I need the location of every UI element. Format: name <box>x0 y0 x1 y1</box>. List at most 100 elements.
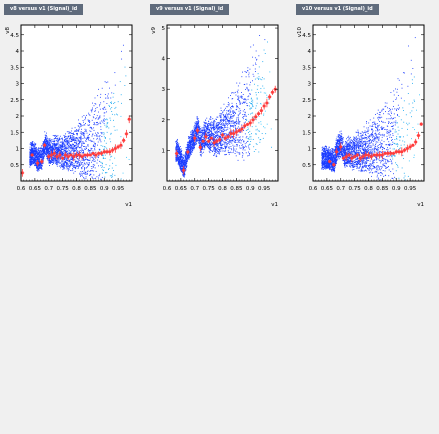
y-tick-label: 4.5 <box>302 33 311 39</box>
profile-point <box>256 111 261 117</box>
profile-point <box>270 89 275 95</box>
x-tick-label: 0.8 <box>364 186 373 192</box>
profile-point <box>52 149 57 158</box>
profile-point <box>411 143 415 147</box>
y-tick-label: 4 <box>16 49 20 55</box>
profile-point <box>254 113 258 120</box>
profile-point <box>413 138 418 146</box>
profile-point <box>94 151 98 159</box>
y-tick-label: 3.5 <box>302 65 311 71</box>
profile-point <box>220 132 225 138</box>
profile-point <box>60 156 65 161</box>
profile-point <box>240 125 244 133</box>
profile-point <box>234 128 239 136</box>
x-tick-label: 0.6 <box>309 186 318 192</box>
y-tick-label: 1 <box>16 147 20 153</box>
profile-point <box>391 151 396 156</box>
x-axis-label: v1 <box>271 202 278 208</box>
profile-point <box>355 153 360 157</box>
profile-point <box>186 149 190 155</box>
profile-point <box>332 162 336 167</box>
density-cloud <box>321 37 420 181</box>
x-tick-label: 0.95 <box>112 186 125 192</box>
profile-point <box>108 148 112 156</box>
chart-svg-v8: 0.6 0.65 0.7 0.75 0.8 0.85 0.9 0.95 0.5 1 1.5 2 2.5 3… <box>5 24 133 208</box>
chart-panel-v9: 0.6 0.65 0.7 0.75 0.8 0.85 0.9 0.95 1 2 3 4 5 v1 v9 v9… <box>146 0 292 214</box>
profile-point <box>405 144 410 153</box>
profile-point <box>49 150 54 160</box>
x-tick-label: 0.75 <box>203 186 216 192</box>
profile-point <box>116 144 120 150</box>
chart-svg-v9: 0.6 0.65 0.7 0.75 0.8 0.85 0.9 0.95 1 2 3 4 5 v1 v9 <box>151 24 279 208</box>
profile-point <box>88 153 93 157</box>
y-tick-label: 3.5 <box>10 65 19 71</box>
profile-point <box>251 116 255 124</box>
profile-point <box>361 153 365 161</box>
x-tick-label: 0.75 <box>57 186 70 192</box>
profile-point <box>69 153 73 157</box>
profile-point <box>91 151 95 155</box>
profile-point <box>46 153 51 160</box>
profile-point <box>338 142 343 152</box>
profile-point <box>419 122 424 126</box>
profile-point <box>400 147 404 157</box>
x-tick-label: 0.9 <box>100 186 109 192</box>
profile-point <box>71 152 76 162</box>
y-tick-label: 2.5 <box>302 98 311 104</box>
y-tick-label: 1.5 <box>302 130 311 136</box>
x-tick-label: 0.65 <box>29 186 42 192</box>
profile-point <box>181 166 186 175</box>
y-tick-label: 2 <box>16 114 20 120</box>
y-tick-label: 2 <box>308 114 312 120</box>
profile-point <box>334 147 339 156</box>
y-tick-label: 1 <box>162 148 166 154</box>
x-tick-label: 0.95 <box>404 186 417 192</box>
y-tick-label: 4 <box>308 49 312 55</box>
profile-point <box>242 123 247 129</box>
profile-point <box>80 153 84 160</box>
profile-point <box>358 154 362 162</box>
x-tick-label: 0.85 <box>84 186 97 192</box>
x-tick-label: 0.85 <box>376 186 389 192</box>
profile-point <box>217 137 222 143</box>
x-tick-label: 0.65 <box>321 186 334 192</box>
profile-point <box>223 135 228 141</box>
x-tick-label: 0.95 <box>258 186 271 192</box>
profile-point <box>121 137 126 144</box>
profile-point <box>265 98 269 108</box>
x-tick-label: 0.6 <box>17 186 26 192</box>
profile-point <box>204 132 208 141</box>
y-axis-label: v9 <box>151 27 157 34</box>
profile-point <box>350 154 354 163</box>
x-tick-label: 0.65 <box>175 186 188 192</box>
x-tick-label: 0.85 <box>230 186 243 192</box>
profile-point <box>231 129 236 138</box>
profile-point <box>206 139 211 143</box>
profile-point <box>66 153 70 160</box>
profile-point <box>209 136 214 140</box>
profile-point <box>195 127 200 134</box>
chart-svg-v10: 0.6 0.65 0.7 0.75 0.8 0.85 0.9 0.95 0.5 1 1.5 2 2.5 3… <box>297 24 425 208</box>
chart-title-v10: v10 versus v1 (Signal)_id <box>296 4 379 15</box>
x-axis-label: v1 <box>125 202 132 208</box>
profile-point <box>259 106 264 115</box>
profile-point <box>248 119 253 127</box>
profile-point <box>344 152 349 161</box>
profile-point <box>327 159 332 164</box>
profile-point <box>58 151 62 159</box>
profile-point <box>35 160 40 167</box>
profile-point <box>341 156 346 161</box>
profile-point <box>77 150 82 160</box>
y-tick-label: 5 <box>162 26 166 32</box>
x-tick-label: 0.7 <box>190 186 199 192</box>
y-tick-label: 0.5 <box>10 163 19 169</box>
y-axis-label: v10 <box>297 27 303 38</box>
x-tick-label: 0.7 <box>336 186 345 192</box>
profile-point <box>119 141 123 149</box>
profile-point <box>198 143 203 152</box>
profile-point <box>262 102 266 110</box>
x-tick-label: 0.9 <box>246 186 255 192</box>
profile-point <box>380 150 385 160</box>
chart-panel-v10: 0.6 0.65 0.7 0.75 0.8 0.85 0.9 0.95 0.5 1 1.5 2 2.5 3… <box>292 0 438 214</box>
profile-point <box>110 147 115 154</box>
